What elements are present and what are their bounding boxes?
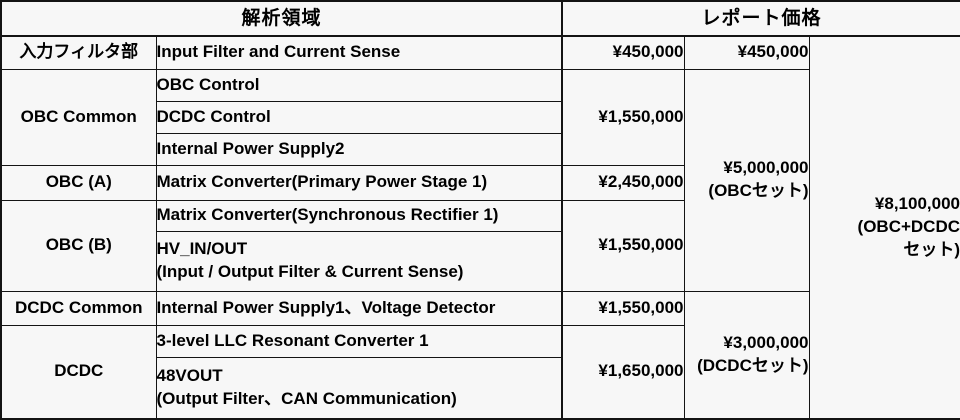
total-price-cell: ¥8,100,000 (OBC+DCDC セット) bbox=[808, 35, 960, 420]
dcdc-set-price: ¥3,000,000 bbox=[723, 332, 809, 352]
table-row: OBC (A) Matrix Converter(Primary Power S… bbox=[0, 164, 960, 201]
area-dcdc-common: DCDC Common bbox=[0, 290, 157, 326]
sub-internal-power-supply2: Internal Power Supply2 bbox=[155, 132, 563, 166]
total-label-line1: (OBC+DCDC bbox=[857, 217, 960, 237]
table-row: DCDC Common Internal Power Supply1、Volta… bbox=[0, 290, 960, 420]
table-row: 入力フィルタ部 Input Filter and Current Sense ¥… bbox=[0, 35, 960, 420]
area-obc-a: OBC (A) bbox=[0, 164, 157, 201]
area-obc-b: OBC (B) bbox=[0, 199, 157, 292]
table-row: 48VOUT (Output Filter、CAN Communication) bbox=[1, 356, 960, 420]
sub-llc-resonant: 3-level LLC Resonant Converter 1 bbox=[155, 324, 563, 358]
table-row: OBC (B) Matrix Converter(Synchronous Rec… bbox=[0, 199, 960, 292]
sub-matrix-converter-primary: Matrix Converter(Primary Power Stage 1) bbox=[155, 164, 563, 201]
obc-set-price: ¥5,000,000 bbox=[723, 158, 809, 178]
sub-obc-control: OBC Control bbox=[155, 68, 563, 102]
price-obc-a: ¥2,450,000 bbox=[561, 164, 685, 201]
area-obc-common: OBC Common bbox=[0, 68, 157, 166]
price-dcdc-common: ¥1,550,000 bbox=[561, 290, 685, 326]
obc-set-label: (OBCセット) bbox=[708, 181, 809, 200]
header-row: 解析領域 レポート価格 bbox=[0, 0, 960, 37]
header-analysis-area: 解析領域 bbox=[0, 0, 563, 37]
sub-48vout-line1: 48VOUT bbox=[156, 365, 223, 385]
table-row: DCDC 3-level LLC Resonant Converter 1 ¥1… bbox=[0, 324, 960, 420]
total-label-line2: セット) bbox=[903, 239, 960, 259]
dcdc-set-price-cell: ¥3,000,000 (DCDCセット) bbox=[683, 290, 810, 420]
price-obc-common: ¥1,550,000 bbox=[561, 68, 685, 166]
price-input-filter: ¥450,000 bbox=[561, 35, 685, 70]
sub-dcdc-control: DCDC Control bbox=[155, 100, 563, 134]
header-report-price: レポート価格 bbox=[561, 0, 960, 37]
table-row: OBC Common OBC Control ¥1,550,000 ¥5,000… bbox=[0, 68, 960, 292]
sub-matrix-converter-sync: Matrix Converter(Synchronous Rectifier 1… bbox=[155, 199, 563, 232]
price-obc-b: ¥1,550,000 bbox=[561, 199, 685, 292]
dcdc-set-label: (DCDCセット) bbox=[697, 355, 809, 375]
price-dcdc: ¥1,650,000 bbox=[561, 324, 685, 420]
sub-hv-in-out-line2: (Input / Output Filter & Current Sense) bbox=[156, 262, 464, 281]
sub-hv-in-out-line1: HV_IN/OUT bbox=[156, 239, 248, 259]
area-input-filter: 入力フィルタ部 bbox=[0, 35, 157, 70]
sub-48vout-line2: (Output Filter、CAN Communication) bbox=[156, 388, 457, 408]
total-price: ¥8,100,000 bbox=[874, 194, 960, 214]
obc-set-price-cell: ¥5,000,000 (OBCセット) bbox=[683, 68, 810, 292]
sub-input-filter: Input Filter and Current Sense bbox=[155, 35, 563, 70]
set-price-input-filter: ¥450,000 bbox=[683, 35, 810, 70]
sub-internal-power-supply1: Internal Power Supply1、Voltage Detector bbox=[155, 290, 563, 326]
sub-48vout: 48VOUT (Output Filter、CAN Communication) bbox=[155, 356, 563, 420]
sub-hv-in-out: HV_IN/OUT (Input / Output Filter & Curre… bbox=[155, 230, 563, 292]
area-dcdc: DCDC bbox=[0, 324, 157, 420]
